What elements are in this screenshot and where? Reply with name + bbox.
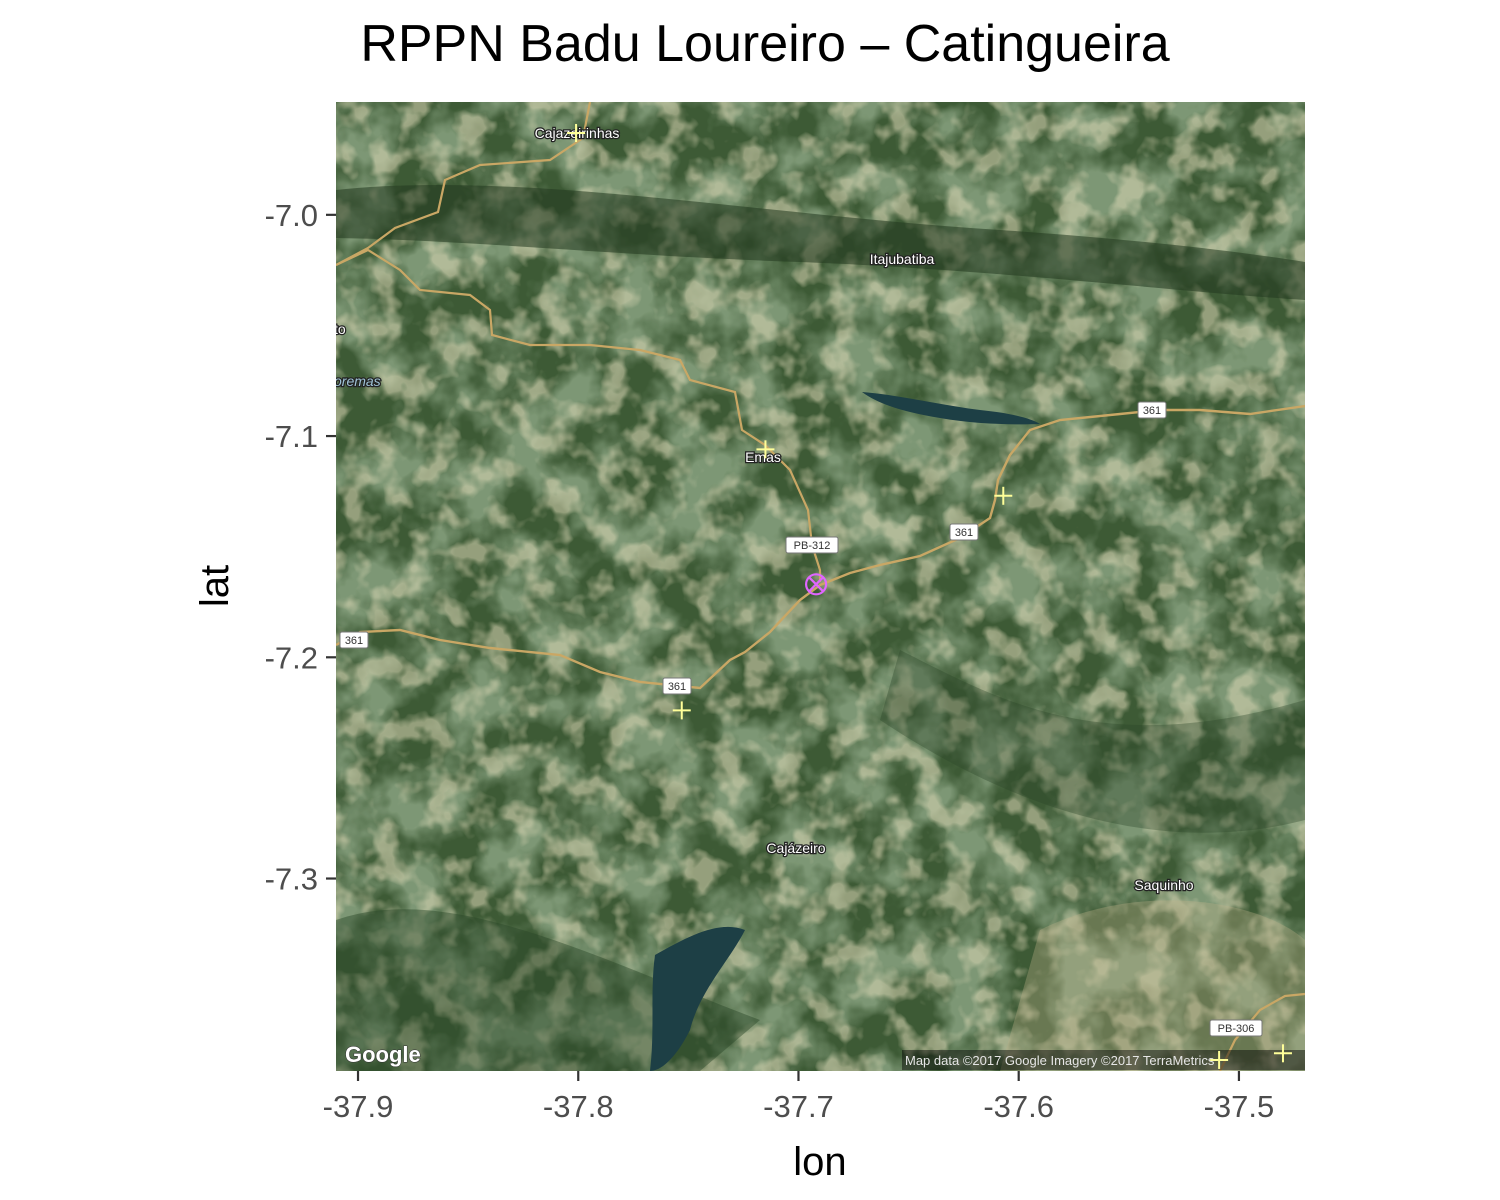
place-label: Cajázeiro — [766, 840, 825, 856]
plus-marker[interactable] — [1210, 1050, 1229, 1069]
svg-text:361: 361 — [955, 527, 973, 539]
svg-text:361: 361 — [668, 681, 686, 693]
y-tick-label: -7.2 — [265, 640, 318, 675]
place-label: Emas — [745, 449, 781, 465]
reservoir — [862, 392, 1040, 425]
y-axis-title: lat — [193, 565, 237, 607]
plus-marker[interactable] — [567, 123, 586, 142]
road-shield: PB-306 — [1209, 1019, 1263, 1037]
google-logo: Google — [345, 1042, 421, 1067]
place-label: Saquinho — [1134, 877, 1193, 893]
map-panel[interactable]: 361 361 361 361 PB-312 PB-306 Cajazeirin… — [334, 102, 1305, 1071]
plus-marker[interactable] — [672, 701, 691, 720]
x-tick-label: -37.8 — [543, 1089, 614, 1124]
y-tick-label: -7.3 — [265, 862, 318, 897]
svg-text:361: 361 — [1143, 405, 1161, 417]
svg-text:361: 361 — [345, 635, 363, 647]
road-shield: PB-312 — [785, 536, 839, 554]
x-axis-title: lon — [793, 1140, 846, 1184]
road-br-361 — [336, 404, 1305, 690]
plus-marker[interactable] — [994, 486, 1013, 505]
map-attribution: Map data ©2017 Google Imagery ©2017 Terr… — [905, 1053, 1215, 1068]
plus-marker[interactable] — [1273, 1044, 1292, 1063]
place-label: to — [334, 321, 346, 337]
y-tick-label: -7.1 — [265, 419, 318, 454]
road-shield: 361 — [339, 631, 369, 649]
x-tick-label: -37.7 — [763, 1089, 834, 1124]
x-tick-label: -37.6 — [983, 1089, 1054, 1124]
road — [1219, 992, 1305, 1071]
reservoir — [650, 926, 745, 1071]
svg-text:PB-312: PB-312 — [794, 540, 831, 552]
road — [336, 248, 822, 582]
markers-layer — [567, 123, 1292, 1069]
water-label: oremas — [334, 373, 381, 389]
svg-text:PB-306: PB-306 — [1218, 1023, 1255, 1035]
road-shield: 361 — [949, 523, 979, 541]
ridge-band — [336, 184, 1305, 300]
road-shield: 361 — [1137, 401, 1167, 419]
x-tick-label: -37.5 — [1204, 1089, 1275, 1124]
chart-title: RPPN Badu Loureiro – Catingueira — [360, 15, 1170, 73]
road — [336, 102, 592, 266]
plus-marker[interactable] — [756, 440, 775, 459]
ridge-band — [880, 650, 1305, 833]
y-tick-label: -7.0 — [265, 198, 318, 233]
road-shield: 361 — [662, 677, 692, 695]
x-tick-label: -37.9 — [323, 1089, 394, 1124]
attribution-bar — [902, 1050, 1305, 1070]
axes: -37.9 -37.8 -37.7 -37.6 -37.5 -7.0 -7.1 -7.2 -7.… — [265, 198, 1275, 1124]
study-site-marker[interactable] — [804, 573, 828, 596]
place-label: Itajubatiba — [870, 251, 935, 267]
